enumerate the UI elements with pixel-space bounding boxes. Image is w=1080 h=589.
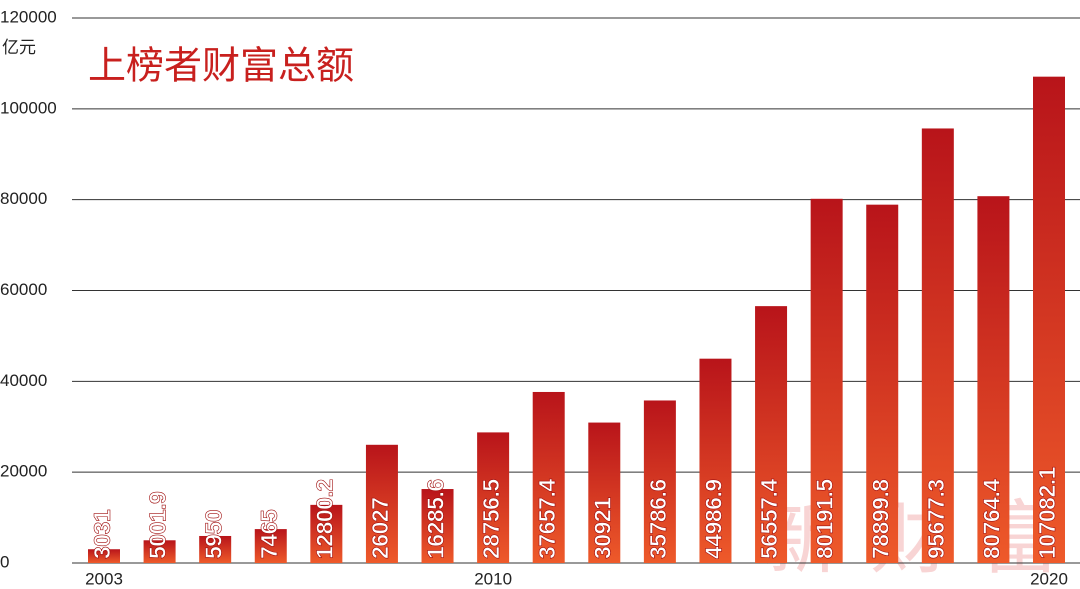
- value-label: 30921: [589, 497, 615, 559]
- y-tick-label: 120000: [0, 7, 57, 26]
- x-tick-label: 2010: [474, 569, 512, 588]
- value-label: 3031: [89, 509, 115, 559]
- bar: [755, 306, 788, 563]
- value-label: 12800.2: [311, 479, 337, 559]
- y-unit: 亿元: [2, 38, 36, 58]
- value-label: 35786.6: [645, 479, 671, 559]
- y-tick-label: 60000: [0, 280, 47, 299]
- value-label: 28756.5: [478, 479, 504, 559]
- y-tick-label: 0: [0, 552, 9, 571]
- bar: [643, 400, 676, 563]
- value-label: 95677.3: [923, 479, 949, 559]
- bar: [977, 196, 1010, 564]
- value-label: 26027: [367, 498, 393, 559]
- bar: [866, 204, 899, 564]
- value-label: 5001.9: [145, 492, 171, 559]
- value-label: 16285.6: [423, 479, 449, 559]
- bar: [254, 529, 287, 563]
- bar: [143, 540, 176, 563]
- bar: [421, 489, 454, 563]
- value-label: 37657.4: [534, 479, 560, 559]
- bar: [532, 391, 565, 563]
- value-label: 5950: [200, 510, 226, 559]
- value-label: 44986.9: [701, 479, 727, 559]
- bar: [88, 549, 120, 563]
- chart-title: 上榜者财富总额: [88, 44, 354, 88]
- bar: [810, 198, 843, 563]
- bar: [199, 535, 232, 563]
- bar: [921, 128, 954, 564]
- bar: [310, 504, 343, 563]
- y-tick-label: 100000: [0, 98, 57, 117]
- x-tick-label: 2020: [1030, 569, 1068, 588]
- value-label: 78899.8: [867, 479, 893, 559]
- value-label: 56557.4: [756, 479, 782, 559]
- x-tick-label: 2003: [85, 569, 123, 588]
- bar: [588, 422, 621, 563]
- value-label: 80764.4: [978, 479, 1004, 559]
- y-tick-label: 20000: [0, 462, 47, 481]
- bar: [477, 432, 510, 563]
- y-tick-label: 80000: [0, 189, 47, 208]
- bar: [1033, 76, 1065, 563]
- value-label: 107082.1: [1034, 466, 1060, 559]
- watermark: 新财富: [760, 492, 1080, 585]
- value-label: 7465: [256, 509, 282, 559]
- value-label: 80191.5: [812, 479, 838, 559]
- y-tick-label: 40000: [0, 371, 47, 390]
- bar: [365, 444, 398, 563]
- bar: [699, 358, 732, 563]
